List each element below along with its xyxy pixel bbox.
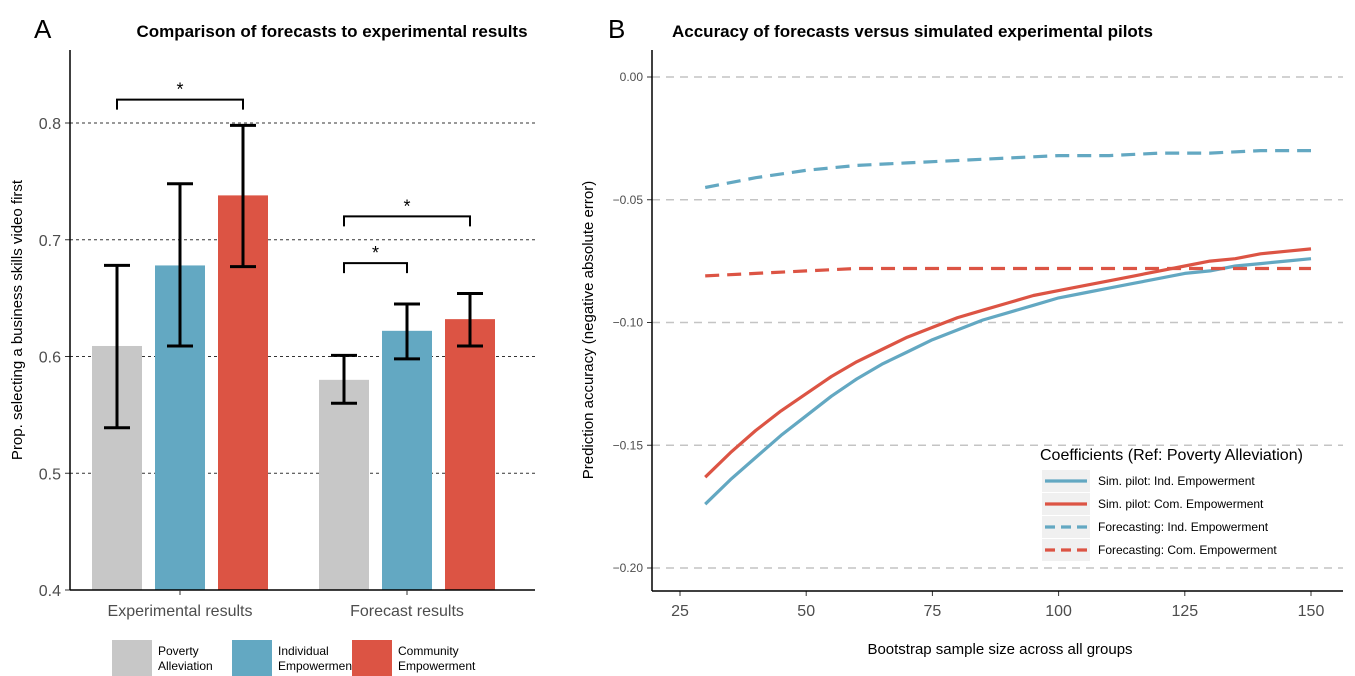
error-bar xyxy=(104,263,130,430)
bar xyxy=(319,379,369,590)
y-tick-label: 0.8 xyxy=(39,116,61,133)
panel-letter-a: A xyxy=(34,14,52,44)
y-tick-label: −0.20 xyxy=(613,561,644,575)
x-tick-label: 150 xyxy=(1298,603,1325,620)
legend-label: Forecasting: Com. Empowerment xyxy=(1098,543,1277,557)
legend-label: Individual xyxy=(278,644,329,658)
legend-label: Empowerment xyxy=(278,659,356,673)
series-line xyxy=(704,149,1311,190)
legend-item: Forecasting: Ind. Empowerment xyxy=(1042,516,1269,538)
legend-label: Forecasting: Ind. Empowerment xyxy=(1098,520,1269,534)
bracket-line xyxy=(116,98,244,110)
error-bar xyxy=(230,123,256,269)
panel-a-plot: 0.4 0.5 0.6 0.7 0.8 * * * Experimental results Fo… xyxy=(39,50,535,620)
error-bar xyxy=(394,302,420,361)
significance-star: * xyxy=(403,196,410,216)
significance-star: * xyxy=(372,243,379,263)
legend-swatch xyxy=(112,640,152,676)
panel-b-x-axis-title: Bootstrap sample size across all groups xyxy=(867,641,1132,658)
x-tick-label: 100 xyxy=(1045,603,1072,620)
x-tick-label: 50 xyxy=(797,603,815,620)
panel-b-plot: 0.00 −0.05 −0.10 −0.15 −0.20 25 50 75 100 125 150 xyxy=(613,50,1343,620)
x-category-label: Forecast results xyxy=(350,603,464,620)
y-tick-label: 0.5 xyxy=(39,466,61,483)
legend-label: Empowerment xyxy=(398,659,476,673)
panel-a-title: Comparison of forecasts to experimental … xyxy=(136,22,527,41)
x-category-label: Experimental results xyxy=(108,603,253,620)
significance-star: * xyxy=(176,80,183,100)
panel-a-legend: PovertyAlleviationIndividualEmpowermentC… xyxy=(112,640,476,676)
bracket-line xyxy=(343,262,408,274)
legend-label: Community xyxy=(398,644,459,658)
series-line xyxy=(704,247,1312,479)
panel-b-title: Accuracy of forecasts versus simulated e… xyxy=(672,22,1153,41)
legend-label: Sim. pilot: Com. Empowerment xyxy=(1098,497,1264,511)
panel-b-y-axis-title: Prediction accuracy (negative absolute e… xyxy=(580,181,597,479)
y-tick-label: 0.7 xyxy=(39,233,61,250)
bar xyxy=(382,330,432,590)
bracket-line xyxy=(343,215,471,227)
legend-swatch xyxy=(232,640,272,676)
error-bar xyxy=(457,291,483,348)
significance-bracket: * xyxy=(343,243,408,274)
panel-b-legend: Coefficients (Ref: Poverty Alleviation) S… xyxy=(1040,447,1303,561)
series-line xyxy=(704,257,1312,506)
legend-item: Sim. pilot: Ind. Empowerment xyxy=(1042,470,1255,492)
x-tick-label: 75 xyxy=(924,603,942,620)
legend-swatch xyxy=(352,640,392,676)
error-bar xyxy=(331,353,357,405)
legend-label: Poverty xyxy=(158,644,199,658)
legend-title: Coefficients (Ref: Poverty Alleviation) xyxy=(1040,447,1303,464)
y-tick-label: 0.00 xyxy=(620,70,644,84)
y-tick-label: 0.4 xyxy=(39,583,61,600)
y-tick-label: −0.05 xyxy=(613,193,644,207)
legend-item: Sim. pilot: Com. Empowerment xyxy=(1042,493,1264,515)
series-line xyxy=(705,266,1311,278)
panel-letter-b: B xyxy=(608,14,625,44)
y-tick-label: 0.6 xyxy=(39,350,61,367)
y-tick-label: −0.15 xyxy=(613,438,644,452)
legend-label: Sim. pilot: Ind. Empowerment xyxy=(1098,474,1255,488)
legend-item: Forecasting: Com. Empowerment xyxy=(1042,539,1277,561)
significance-bracket: * xyxy=(343,196,471,227)
error-bar xyxy=(167,182,193,348)
significance-bracket: * xyxy=(116,80,244,110)
y-tick-label: −0.10 xyxy=(613,316,644,330)
legend-label: Alleviation xyxy=(158,659,213,673)
panel-a-y-axis-title: Prop. selecting a business skills video … xyxy=(9,179,26,460)
x-tick-label: 125 xyxy=(1171,603,1198,620)
bar xyxy=(445,319,495,590)
x-tick-label: 25 xyxy=(671,603,689,620)
